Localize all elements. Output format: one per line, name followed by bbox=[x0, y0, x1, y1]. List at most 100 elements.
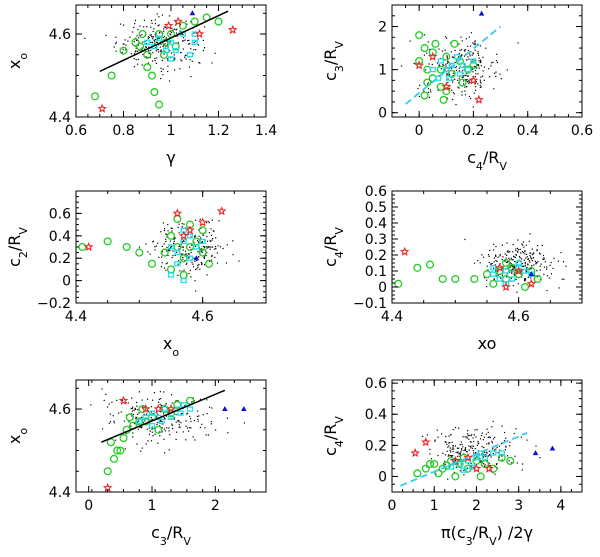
green-circle-point bbox=[173, 242, 182, 252]
black-dot bbox=[463, 474, 465, 476]
black-dot bbox=[147, 36, 149, 38]
black-dot bbox=[182, 258, 184, 260]
black-dot bbox=[211, 62, 213, 64]
black-dot bbox=[541, 244, 543, 246]
black-dot bbox=[142, 406, 144, 408]
black-dot bbox=[519, 248, 521, 250]
black-dot bbox=[134, 51, 136, 53]
y-tick-label: −0.1 bbox=[353, 296, 387, 312]
black-dot bbox=[199, 398, 201, 400]
black-dot bbox=[180, 253, 183, 255]
black-dot bbox=[447, 60, 449, 63]
black-dot bbox=[510, 263, 512, 265]
black-dot bbox=[508, 460, 510, 462]
black-dot bbox=[165, 263, 167, 265]
black-dot bbox=[467, 75, 469, 77]
black-dot bbox=[161, 431, 163, 433]
black-dot bbox=[501, 459, 503, 461]
black-dot bbox=[524, 265, 527, 267]
green-circle-point bbox=[107, 71, 116, 80]
cyan-square-point bbox=[148, 410, 156, 416]
black-dot bbox=[197, 256, 199, 258]
black-dot bbox=[184, 250, 187, 252]
black-dot bbox=[174, 236, 176, 239]
black-dot bbox=[563, 278, 565, 280]
black-dot bbox=[500, 78, 502, 80]
black-dot bbox=[166, 233, 168, 236]
black-dot bbox=[524, 279, 526, 281]
black-dot bbox=[492, 438, 495, 440]
cyan-square-point bbox=[509, 276, 516, 282]
black-dot bbox=[200, 251, 202, 253]
black-dot bbox=[472, 42, 474, 44]
black-dot bbox=[115, 439, 117, 441]
black-dot bbox=[482, 56, 484, 58]
black-dot bbox=[183, 37, 185, 39]
black-dot bbox=[496, 260, 498, 262]
blue-triangle-point bbox=[193, 255, 200, 261]
black-dot bbox=[171, 402, 173, 404]
black-dot bbox=[145, 443, 147, 445]
black-dot bbox=[475, 73, 477, 75]
black-dot bbox=[553, 257, 555, 259]
black-dot bbox=[108, 422, 110, 424]
black-dot bbox=[461, 55, 463, 57]
black-dot bbox=[195, 268, 197, 270]
black-dot bbox=[182, 40, 184, 42]
black-dot bbox=[464, 448, 466, 451]
black-dot bbox=[180, 413, 182, 415]
black-dot bbox=[193, 400, 195, 402]
black-dot bbox=[459, 470, 461, 472]
red-star-point bbox=[173, 16, 183, 26]
black-dot bbox=[209, 248, 211, 250]
black-dot bbox=[178, 223, 180, 225]
black-dot bbox=[483, 451, 486, 453]
plot-frame bbox=[75, 379, 267, 493]
black-dot bbox=[168, 412, 170, 414]
black-dot bbox=[522, 244, 524, 246]
black-dot bbox=[207, 434, 209, 436]
black-dot bbox=[469, 97, 472, 100]
black-dot bbox=[199, 218, 201, 220]
panel-p6: 0 1 2 3 4 0 0.2 0.4 0.6 π(c3/RV) /2γ c4/RV bbox=[321, 376, 583, 548]
black-dot bbox=[178, 421, 180, 423]
black-dot bbox=[159, 46, 161, 48]
black-dot bbox=[459, 453, 461, 455]
blue-triangle-point bbox=[528, 271, 535, 277]
black-dot bbox=[201, 423, 203, 425]
black-dot bbox=[482, 70, 484, 72]
black-dot bbox=[506, 251, 508, 253]
black-dot bbox=[151, 431, 153, 433]
black-dot bbox=[492, 249, 495, 251]
black-dot bbox=[486, 265, 488, 267]
black-dot bbox=[474, 41, 476, 43]
black-dot bbox=[168, 449, 170, 451]
black-dot bbox=[154, 43, 156, 45]
black-dot bbox=[444, 441, 446, 443]
black-dot bbox=[135, 39, 138, 41]
black-dot bbox=[552, 267, 554, 269]
black-dot bbox=[180, 262, 182, 264]
black-dot bbox=[478, 57, 480, 59]
dot-cloud bbox=[400, 32, 519, 108]
cyan-square-point bbox=[167, 39, 175, 45]
black-dot bbox=[172, 255, 174, 257]
black-dot bbox=[450, 451, 452, 453]
black-dot bbox=[154, 23, 156, 25]
black-dot bbox=[458, 447, 460, 449]
black-dot bbox=[204, 264, 206, 266]
black-dot bbox=[465, 49, 467, 51]
black-dot bbox=[475, 81, 477, 83]
black-dot bbox=[444, 463, 446, 465]
cyan-square-point bbox=[148, 422, 156, 429]
black-dot bbox=[468, 82, 470, 85]
black-dot bbox=[526, 267, 528, 269]
cyan-square-point bbox=[186, 406, 194, 412]
black-dot bbox=[431, 63, 433, 66]
black-dot bbox=[506, 273, 508, 275]
black-dot bbox=[448, 445, 450, 447]
x-tick-label: 1 bbox=[430, 498, 439, 514]
blue-triangle-point bbox=[549, 445, 556, 451]
cyan-square-point bbox=[502, 268, 510, 274]
black-dot bbox=[186, 262, 188, 264]
